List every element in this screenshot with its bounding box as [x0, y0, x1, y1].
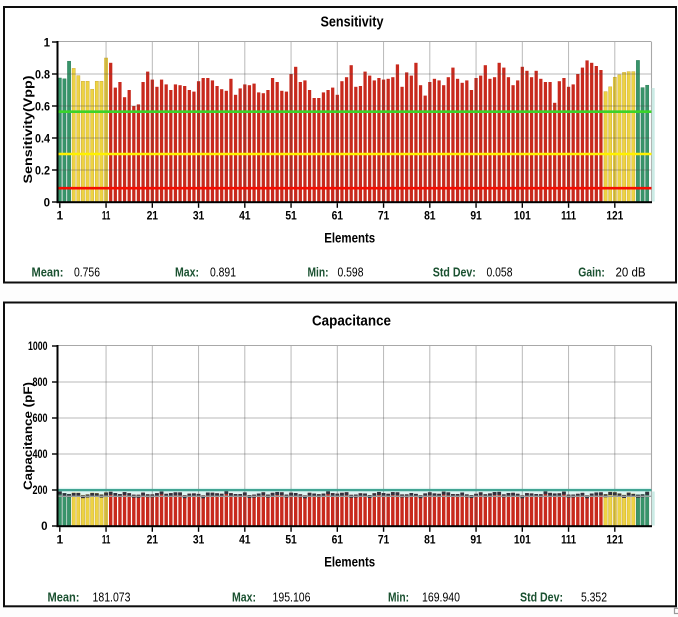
- svg-text:1000: 1000: [28, 341, 48, 353]
- svg-text:181.073: 181.073: [93, 590, 131, 605]
- svg-text:31: 31: [193, 532, 205, 546]
- svg-text:61: 61: [332, 208, 344, 222]
- svg-text:400: 400: [33, 449, 48, 461]
- svg-text:111: 111: [561, 208, 576, 222]
- svg-text:Sensitivity(Vpp): Sensitivity(Vpp): [23, 75, 35, 183]
- svg-text:0: 0: [44, 197, 50, 209]
- svg-text:169.940: 169.940: [422, 590, 460, 605]
- svg-text:Gain:: Gain:: [578, 265, 605, 280]
- svg-text:91: 91: [470, 208, 482, 222]
- svg-text:0.6: 0.6: [35, 101, 50, 113]
- svg-text:Elements: Elements: [324, 554, 375, 570]
- svg-text:Std Dev:: Std Dev:: [433, 265, 476, 280]
- svg-text:21: 21: [147, 532, 159, 546]
- svg-text:Min:: Min:: [308, 265, 329, 280]
- svg-text:Mean:: Mean:: [48, 590, 80, 605]
- svg-text:0.058: 0.058: [487, 265, 513, 280]
- svg-text:Sensitivity: Sensitivity: [321, 14, 385, 31]
- svg-text:11: 11: [102, 532, 111, 546]
- svg-text:11: 11: [102, 208, 111, 222]
- svg-text:21: 21: [147, 208, 159, 222]
- svg-text:600: 600: [33, 413, 48, 425]
- svg-text:121: 121: [606, 532, 623, 546]
- svg-text:101: 101: [514, 532, 531, 546]
- svg-text:5.352: 5.352: [581, 590, 607, 605]
- svg-text:91: 91: [470, 532, 482, 546]
- svg-text:Capacitance: Capacitance: [312, 313, 391, 330]
- svg-text:0: 0: [41, 521, 47, 533]
- svg-text:71: 71: [378, 208, 390, 222]
- svg-text:20 dB: 20 dB: [616, 265, 646, 280]
- svg-text:0.891: 0.891: [210, 265, 236, 280]
- svg-text:1: 1: [56, 532, 63, 546]
- svg-text:200: 200: [33, 485, 48, 497]
- svg-text:121: 121: [606, 208, 623, 222]
- svg-text:51: 51: [285, 532, 297, 546]
- svg-text:0.598: 0.598: [338, 265, 364, 280]
- svg-text:0.2: 0.2: [35, 165, 50, 177]
- svg-text:800: 800: [33, 377, 48, 389]
- svg-text:61: 61: [332, 532, 344, 546]
- svg-text:Max:: Max:: [175, 265, 199, 280]
- svg-text:Max:: Max:: [232, 590, 256, 605]
- svg-text:Elements: Elements: [324, 229, 375, 245]
- svg-text:51: 51: [285, 208, 297, 222]
- svg-text:111: 111: [561, 532, 576, 546]
- svg-text:Std Dev:: Std Dev:: [520, 590, 563, 605]
- svg-text:101: 101: [514, 208, 531, 222]
- svg-text:Mean:: Mean:: [32, 265, 64, 280]
- svg-text:41: 41: [239, 532, 251, 546]
- svg-text:195.106: 195.106: [273, 590, 311, 605]
- svg-text:81: 81: [424, 532, 436, 546]
- svg-text:1: 1: [56, 208, 63, 222]
- svg-text:71: 71: [378, 532, 390, 546]
- svg-text:Capacitance (pF): Capacitance (pF): [23, 382, 35, 490]
- svg-text:31: 31: [193, 208, 205, 222]
- svg-text:41: 41: [239, 208, 251, 222]
- svg-text:81: 81: [424, 208, 436, 222]
- svg-text:0.4: 0.4: [35, 133, 51, 145]
- svg-text:0.8: 0.8: [35, 69, 51, 81]
- svg-text:1: 1: [44, 37, 51, 49]
- svg-text:0.756: 0.756: [74, 265, 100, 280]
- svg-text:Min:: Min:: [388, 590, 409, 605]
